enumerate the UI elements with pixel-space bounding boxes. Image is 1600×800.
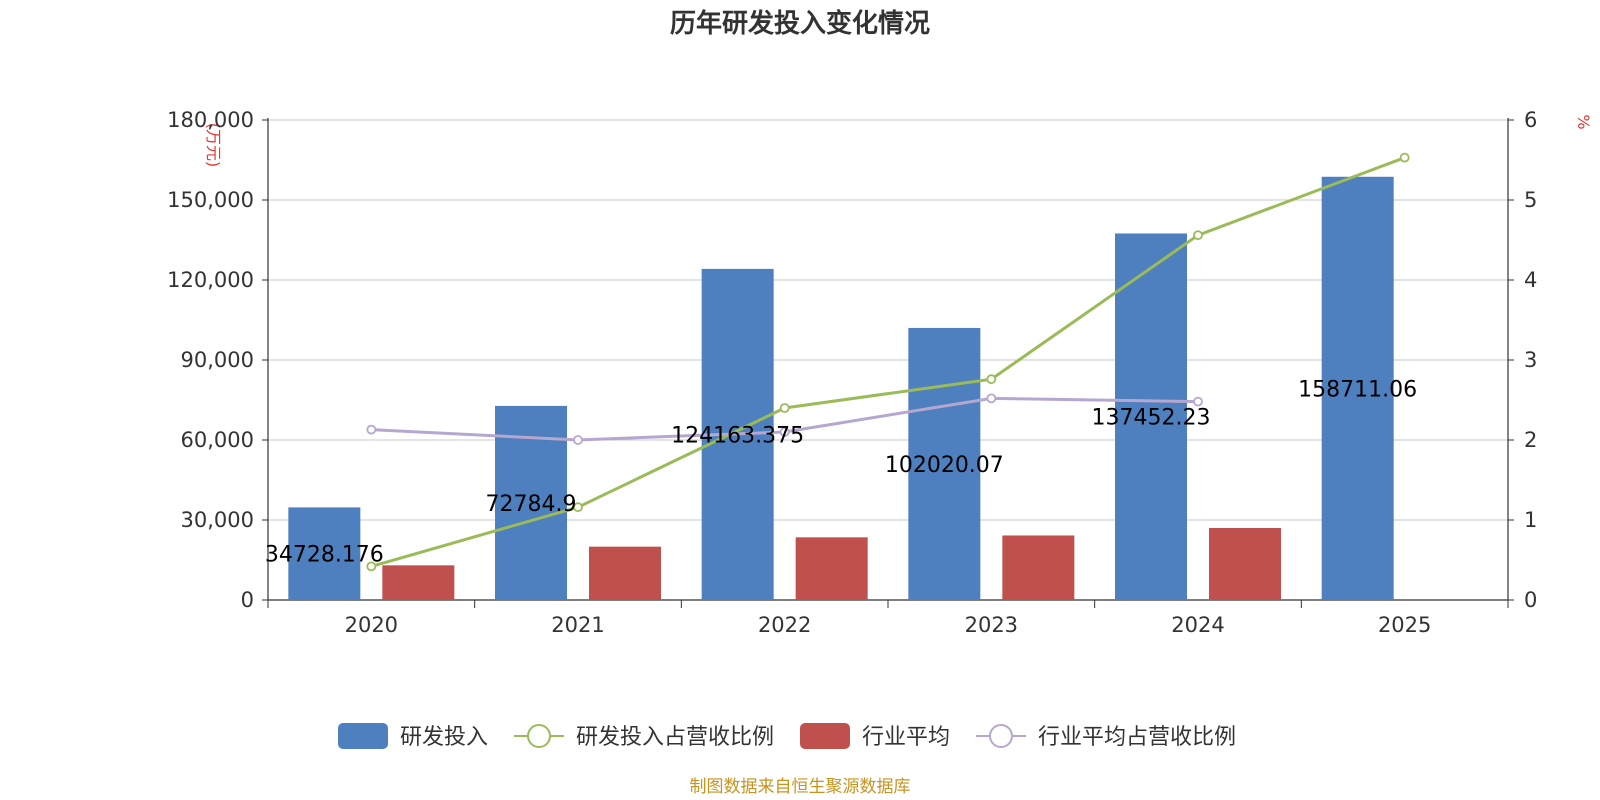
left-axis-tick-label: 30,000 xyxy=(181,508,254,532)
bar-data-label: 158711.06 xyxy=(1298,377,1417,402)
right-axis-tick-label: 6 xyxy=(1524,108,1537,132)
bar-data-label: 137452.23 xyxy=(1092,406,1211,431)
bar-data-label: 102020.07 xyxy=(885,453,1004,478)
bar-data-label: 72784.9 xyxy=(486,492,577,517)
line-point xyxy=(367,426,375,434)
line-point xyxy=(781,404,789,412)
line-point xyxy=(574,436,582,444)
right-axis-unit-label: % xyxy=(1574,114,1593,129)
right-axis-tick-label: 4 xyxy=(1524,268,1537,292)
line-point xyxy=(987,394,995,402)
legend-label: 行业平均 xyxy=(862,725,950,750)
line-point xyxy=(987,375,995,383)
legend-label: 研发投入占营收比例 xyxy=(576,725,774,750)
legend-item: 行业平均 xyxy=(800,723,950,750)
bar-series xyxy=(288,177,1393,600)
line-point xyxy=(1194,398,1202,406)
x-axis-tick-label: 2024 xyxy=(1171,613,1224,637)
legend-marker xyxy=(990,725,1012,747)
left-axis-tick-label: 60,000 xyxy=(181,428,254,452)
x-axis-tick-label: 2022 xyxy=(758,613,811,637)
x-axis-tick-label: 2021 xyxy=(551,613,604,637)
x-axis-tick-label: 2020 xyxy=(345,613,398,637)
left-axis-tick-label: 120,000 xyxy=(167,268,254,292)
right-axis-tick-label: 0 xyxy=(1524,588,1537,612)
legend-swatch xyxy=(338,723,388,749)
x-axis-tick-label: 2023 xyxy=(965,613,1018,637)
bar xyxy=(382,565,454,600)
right-axis-tick-label: 3 xyxy=(1524,348,1537,372)
bar xyxy=(796,537,868,600)
bar-data-label: 34728.176 xyxy=(265,543,384,568)
chart-title: 历年研发投入变化情况 xyxy=(670,8,930,39)
right-axis-tick-label: 5 xyxy=(1524,188,1537,212)
bar-data-label: 124163.375 xyxy=(671,423,804,448)
legend-swatch xyxy=(800,723,850,749)
legend-item: 研发投入占营收比例 xyxy=(514,725,774,750)
bar xyxy=(1002,535,1074,600)
legend-label: 研发投入 xyxy=(400,725,488,750)
bar xyxy=(589,547,661,600)
bar xyxy=(1209,528,1281,600)
legend-marker xyxy=(528,725,550,747)
right-axis-tick-label: 2 xyxy=(1524,428,1537,452)
line-point xyxy=(1194,231,1202,239)
left-axis-tick-label: 90,000 xyxy=(181,348,254,372)
legend-item: 行业平均占营收比例 xyxy=(976,725,1236,750)
legend-item: 研发投入 xyxy=(338,723,488,750)
legend: 研发投入 研发投入占营收比例 行业平均 行业平均占营收比例 xyxy=(338,723,1236,750)
legend-label: 行业平均占营收比例 xyxy=(1038,725,1236,750)
left-axis-tick-label: 150,000 xyxy=(167,188,254,212)
x-axis-tick-label: 2025 xyxy=(1378,613,1431,637)
source-note: 制图数据来自恒生聚源数据库 xyxy=(690,777,911,797)
right-axis-tick-label: 1 xyxy=(1524,508,1537,532)
line-point xyxy=(1401,154,1409,162)
left-axis-tick-label: 180,000 xyxy=(167,108,254,132)
left-axis-tick-label: 0 xyxy=(241,588,254,612)
